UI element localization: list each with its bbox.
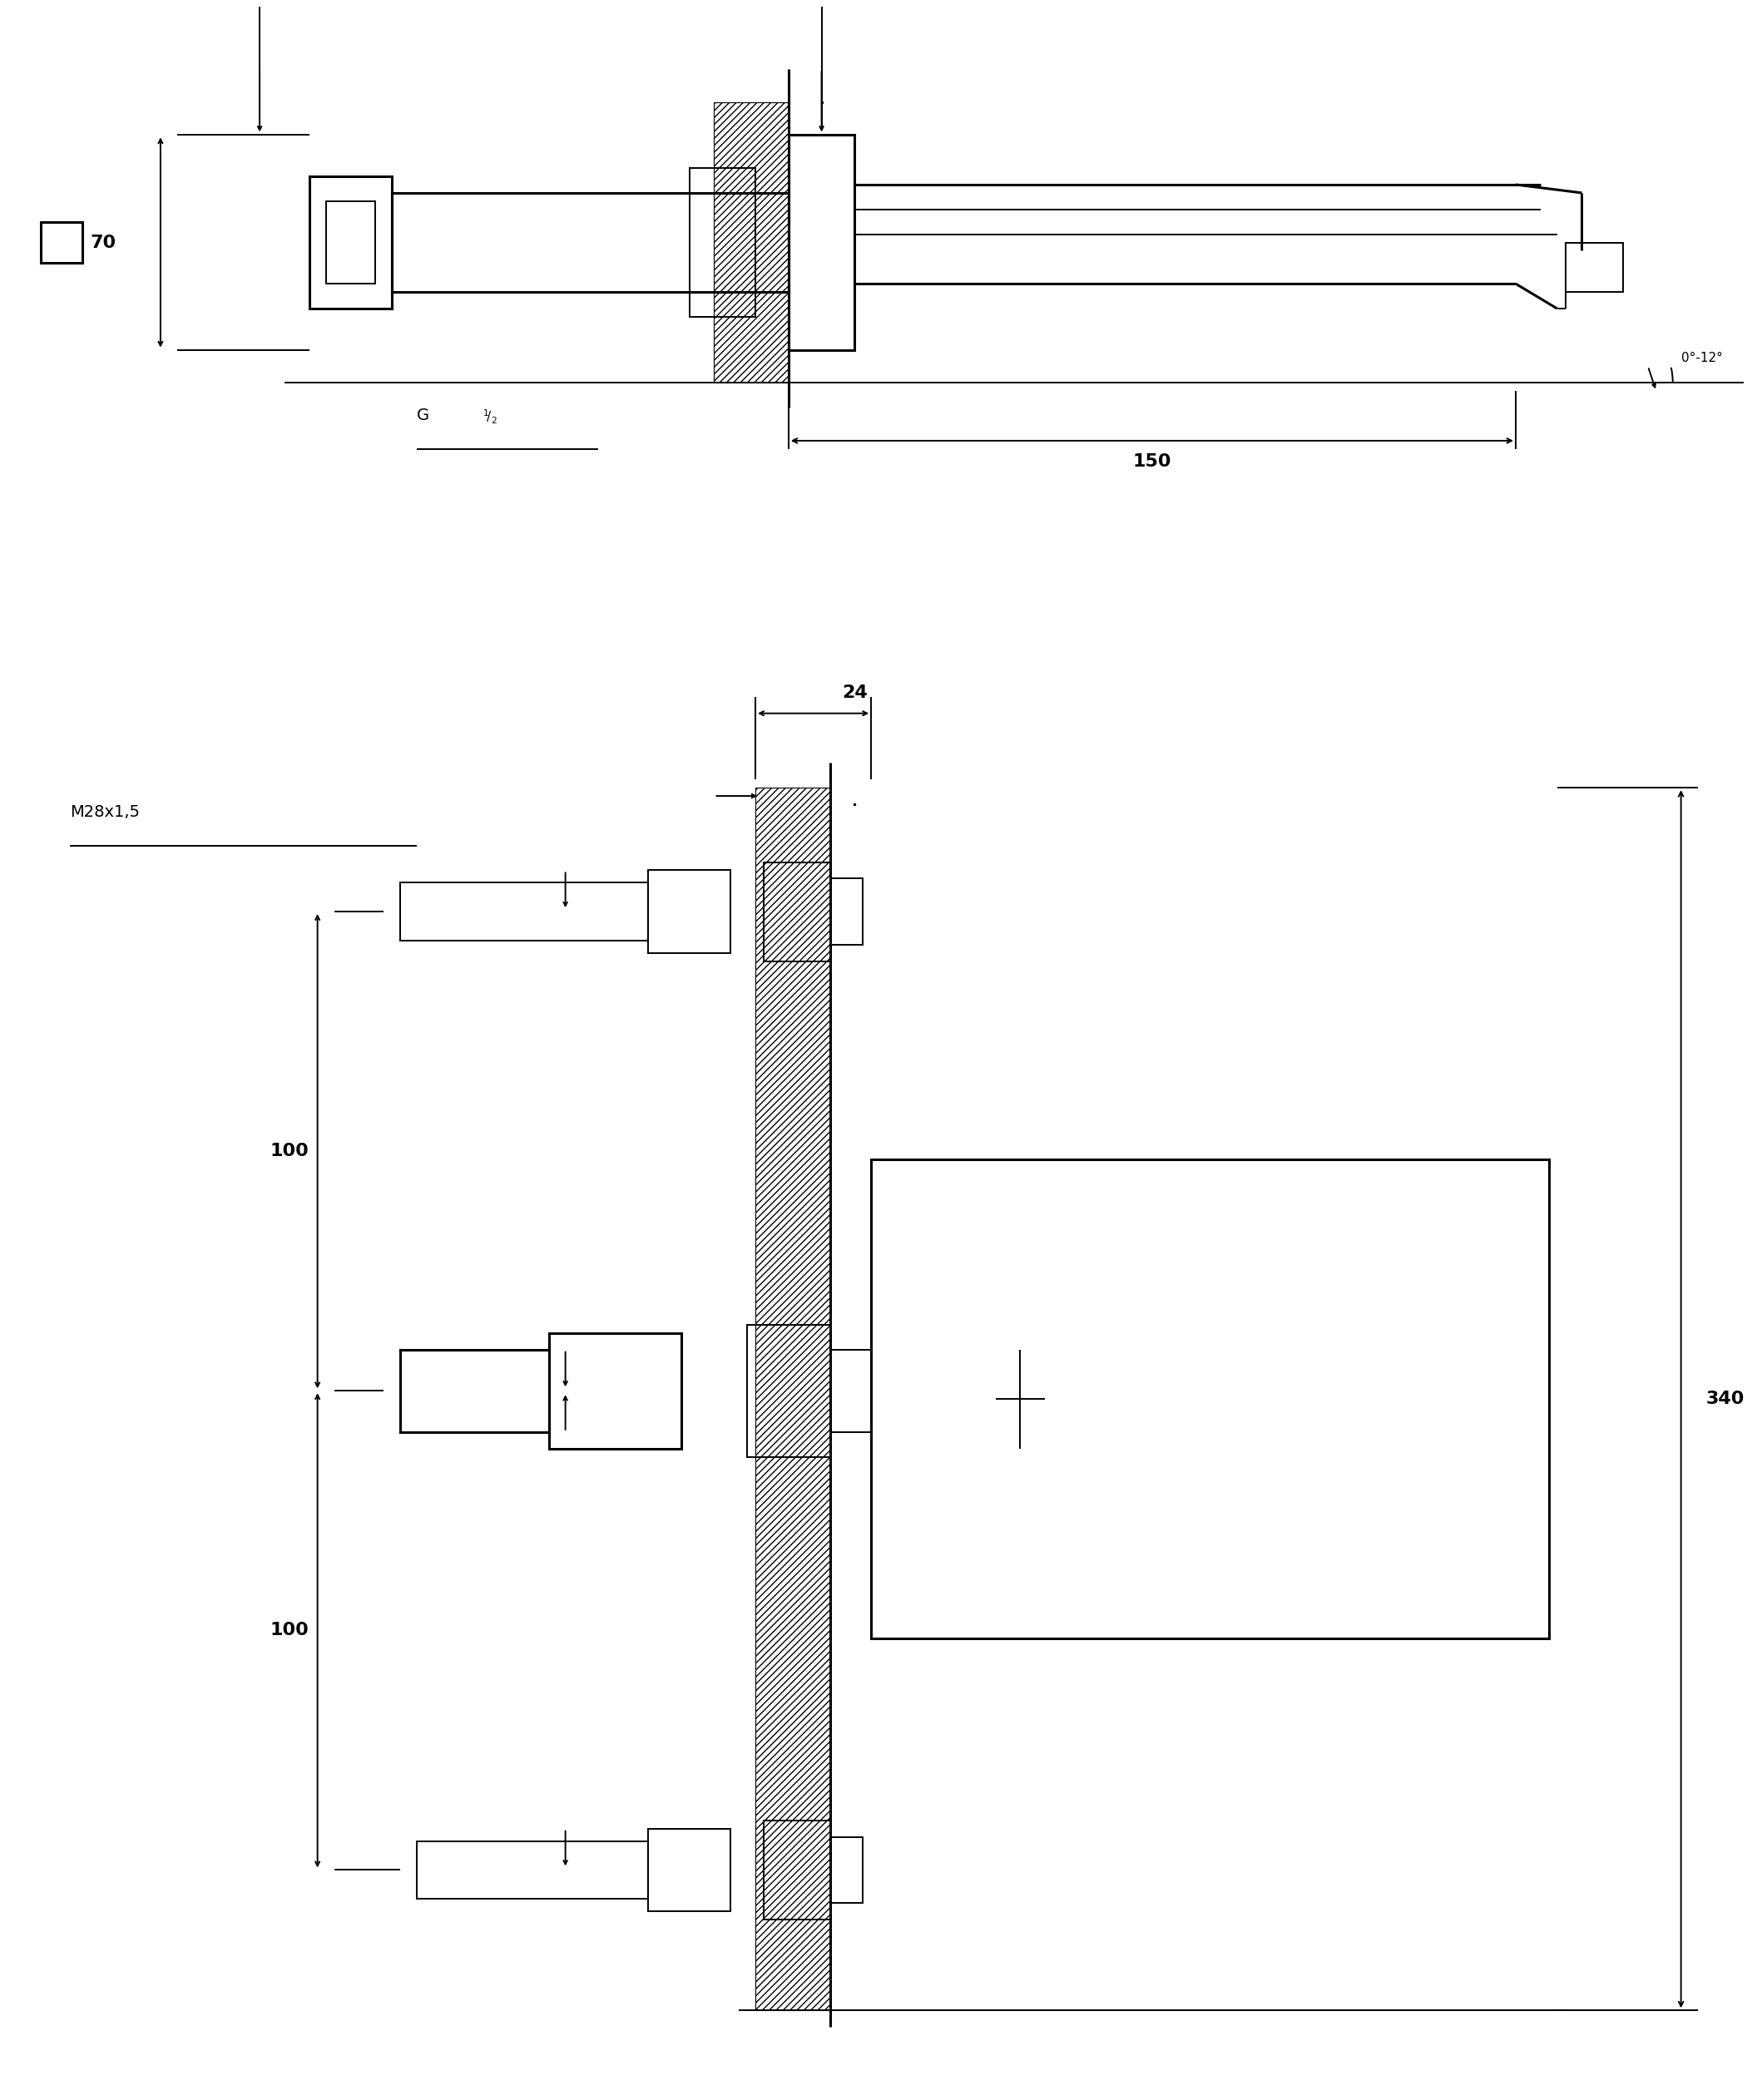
Bar (764, 863, 830, 962)
Bar (648, 1829, 731, 1911)
Text: M28x1,5: M28x1,5 (70, 804, 140, 819)
Text: 150: 150 (1134, 454, 1172, 470)
Bar (830, 878, 864, 945)
Text: 0°-12°: 0°-12° (1680, 353, 1722, 363)
Bar (392, 193, 788, 292)
Bar (788, 134, 855, 351)
Bar (648, 869, 731, 953)
Bar (326, 202, 375, 284)
Bar (399, 882, 648, 941)
Bar (830, 1350, 871, 1432)
Bar (830, 1838, 864, 1903)
Text: 70: 70 (91, 233, 116, 250)
Bar (871, 1159, 1549, 1638)
Bar (764, 1821, 830, 1919)
Text: G: G (417, 407, 429, 424)
Text: 340: 340 (1706, 1390, 1745, 1407)
Bar (399, 1350, 548, 1432)
Bar (40, 223, 82, 262)
Text: $^1\!/_2$: $^1\!/_2$ (484, 407, 498, 426)
Bar (308, 176, 392, 309)
Bar (715, 103, 788, 382)
Text: 24: 24 (843, 685, 867, 701)
Text: 100: 100 (270, 1621, 308, 1638)
Bar (689, 168, 755, 317)
Bar (1565, 242, 1622, 292)
Bar (746, 1325, 830, 1457)
Text: 100: 100 (270, 1142, 308, 1159)
Bar (548, 1334, 682, 1449)
Bar (417, 1842, 648, 1898)
Bar (755, 788, 830, 2010)
